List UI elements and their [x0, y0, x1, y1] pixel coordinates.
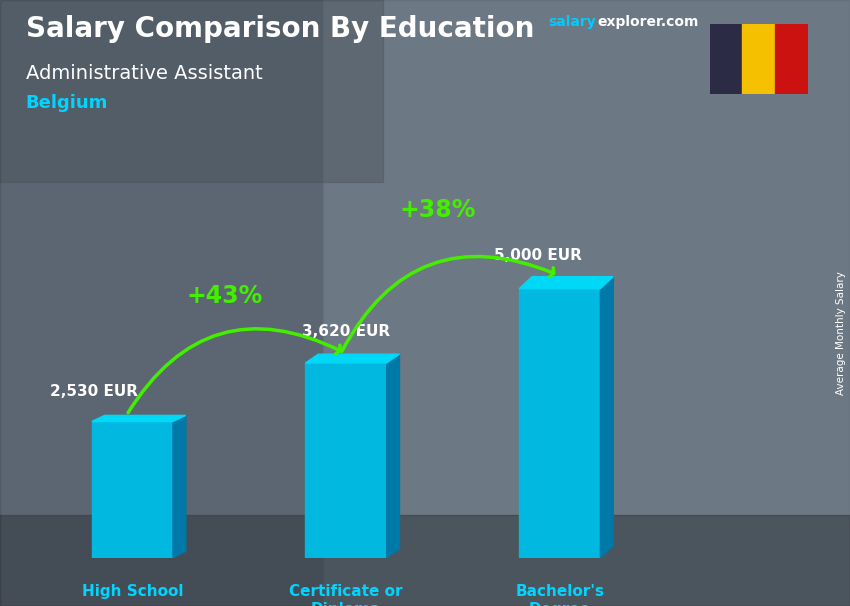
- Polygon shape: [173, 415, 186, 558]
- Text: 2,530 EUR: 2,530 EUR: [50, 384, 138, 399]
- Text: +38%: +38%: [400, 198, 476, 222]
- Bar: [0, 515, 850, 606]
- Bar: [323, 0, 850, 606]
- Text: 3,620 EUR: 3,620 EUR: [302, 324, 390, 339]
- Text: Bachelor's
Degree: Bachelor's Degree: [515, 584, 604, 606]
- Text: +43%: +43%: [186, 284, 263, 308]
- Polygon shape: [387, 354, 399, 558]
- Bar: [710, 24, 742, 94]
- Bar: [92, 422, 173, 558]
- Bar: [0, 0, 323, 606]
- Bar: [519, 288, 600, 558]
- Polygon shape: [600, 276, 613, 558]
- Text: Certificate or
Diploma: Certificate or Diploma: [289, 584, 403, 606]
- Text: Average Monthly Salary: Average Monthly Salary: [836, 271, 846, 395]
- Text: explorer.com: explorer.com: [598, 15, 699, 29]
- Text: Belgium: Belgium: [26, 94, 108, 112]
- Bar: [0, 0, 382, 182]
- Polygon shape: [305, 354, 400, 363]
- Text: salary: salary: [548, 15, 596, 29]
- Text: Administrative Assistant: Administrative Assistant: [26, 64, 263, 82]
- Bar: [775, 24, 808, 94]
- Bar: [305, 363, 387, 558]
- Bar: [742, 24, 775, 94]
- Text: High School: High School: [82, 584, 183, 599]
- Polygon shape: [92, 415, 186, 422]
- Text: 5,000 EUR: 5,000 EUR: [495, 248, 582, 262]
- Text: Salary Comparison By Education: Salary Comparison By Education: [26, 15, 534, 43]
- Polygon shape: [519, 276, 613, 288]
